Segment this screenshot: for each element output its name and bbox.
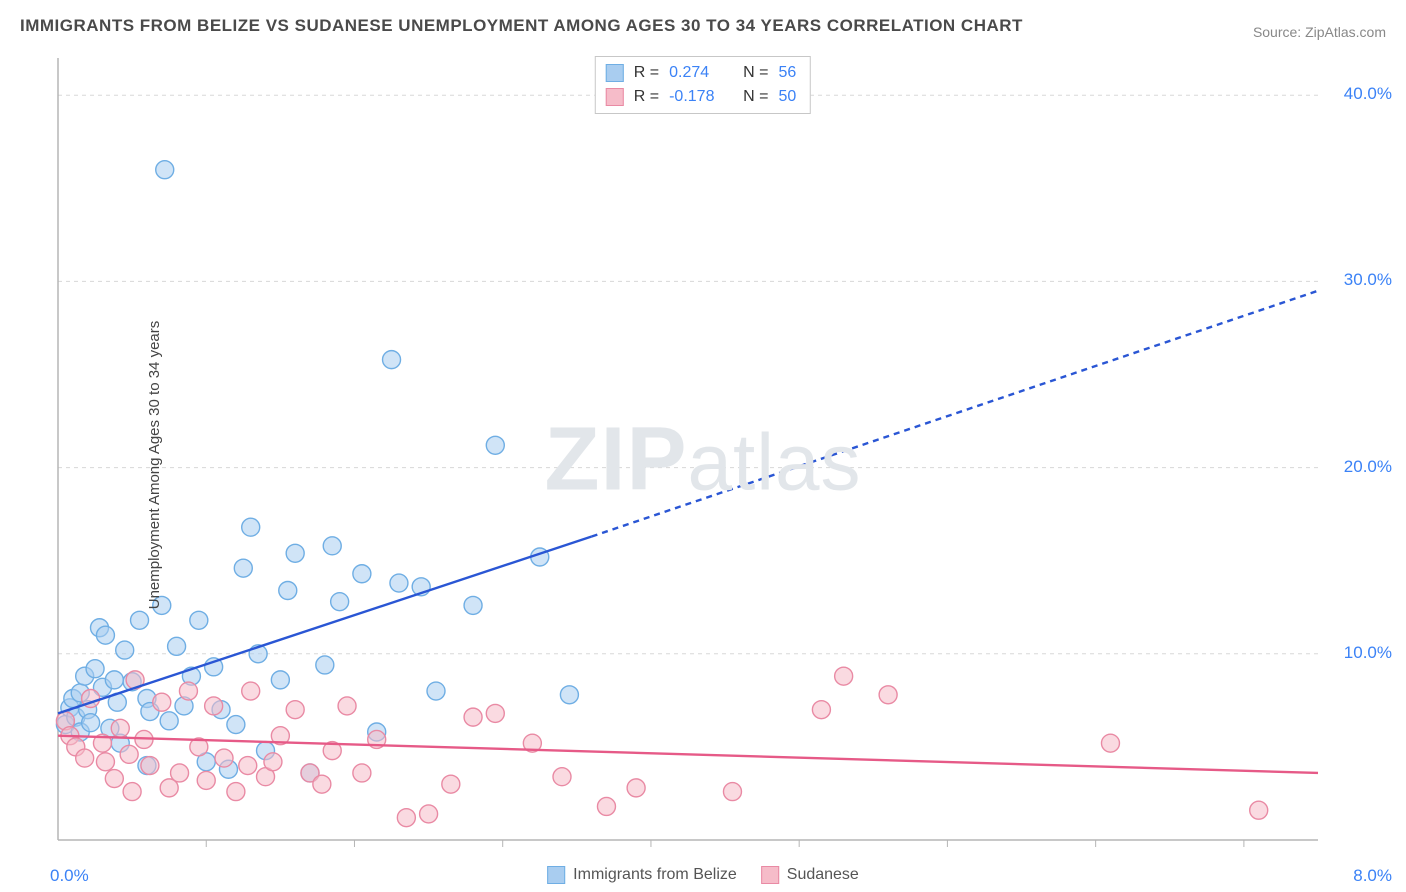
y-tick-label: 10.0% <box>1344 643 1392 663</box>
swatch-belize <box>606 64 624 82</box>
x-axis-min-label: 0.0% <box>50 866 89 886</box>
swatch-sudanese <box>606 88 624 106</box>
n-value-sudanese: 50 <box>778 85 796 109</box>
y-axis-label: Unemployment Among Ages 30 to 34 years <box>146 321 163 610</box>
stats-row-belize: R = 0.274 N = 56 <box>606 61 796 85</box>
r-label: R = <box>634 61 659 85</box>
scatter-chart <box>14 48 1392 882</box>
y-tick-label: 40.0% <box>1344 84 1392 104</box>
chart-area: Unemployment Among Ages 30 to 34 years Z… <box>14 48 1392 882</box>
stats-row-sudanese: R = -0.178 N = 50 <box>606 85 796 109</box>
legend-item-sudanese: Sudanese <box>761 866 859 884</box>
y-tick-label: 30.0% <box>1344 270 1392 290</box>
n-label: N = <box>743 61 768 85</box>
x-axis-max-label: 8.0% <box>1353 866 1392 886</box>
legend-item-belize: Immigrants from Belize <box>547 866 737 884</box>
source-label: Source: <box>1253 24 1301 40</box>
legend-swatch-belize <box>547 866 565 884</box>
r-label: R = <box>634 85 659 109</box>
correlation-stats-box: R = 0.274 N = 56 R = -0.178 N = 50 <box>595 56 811 114</box>
r-value-belize: 0.274 <box>669 61 733 85</box>
legend-label-sudanese: Sudanese <box>787 866 859 884</box>
source-link[interactable]: ZipAtlas.com <box>1305 24 1386 40</box>
chart-title: IMMIGRANTS FROM BELIZE VS SUDANESE UNEMP… <box>20 16 1023 36</box>
legend-swatch-sudanese <box>761 866 779 884</box>
y-tick-label: 20.0% <box>1344 457 1392 477</box>
r-value-sudanese: -0.178 <box>669 85 733 109</box>
legend-label-belize: Immigrants from Belize <box>573 866 737 884</box>
source-attribution: Source: ZipAtlas.com <box>1253 24 1386 40</box>
bottom-legend: Immigrants from Belize Sudanese <box>547 866 859 884</box>
n-value-belize: 56 <box>778 61 796 85</box>
n-label: N = <box>743 85 768 109</box>
